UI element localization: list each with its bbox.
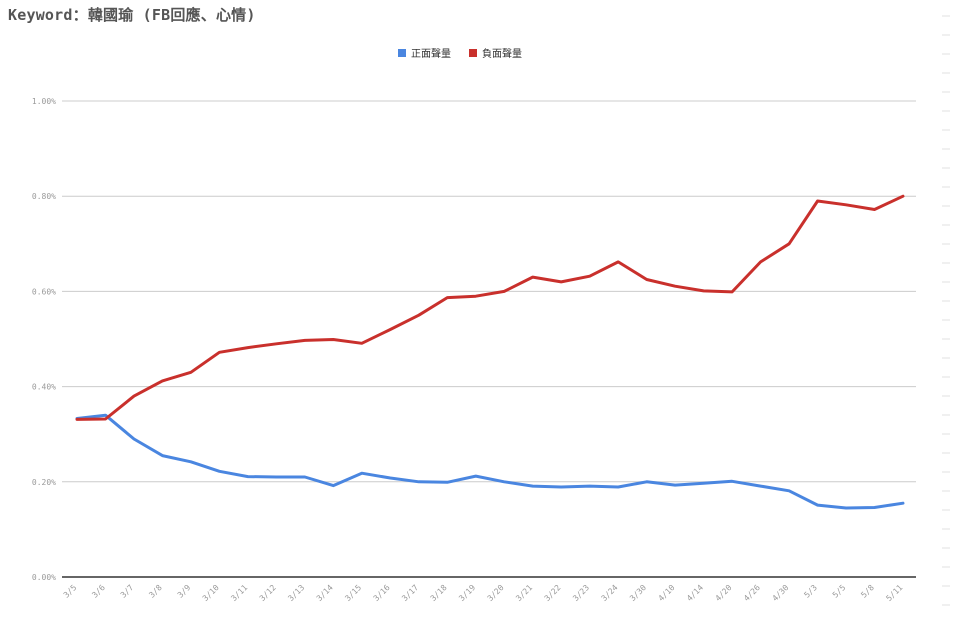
y-tick-label: 0.20% bbox=[32, 478, 56, 487]
right-margin-ticks bbox=[942, 15, 950, 606]
x-tick-label: 3/30 bbox=[628, 583, 648, 603]
x-tick-label: 3/5 bbox=[62, 583, 79, 600]
legend-swatch-1 bbox=[398, 49, 406, 57]
y-tick-label: 0.80% bbox=[32, 192, 56, 201]
x-tick-label: 3/23 bbox=[571, 583, 591, 603]
x-tick-label: 3/11 bbox=[229, 583, 249, 603]
x-tick-label: 3/8 bbox=[147, 583, 164, 600]
series-lines bbox=[75, 194, 905, 510]
x-tick-label: 5/11 bbox=[884, 583, 904, 603]
x-tick-label: 5/3 bbox=[802, 583, 819, 600]
x-tick-label: 3/7 bbox=[119, 583, 136, 600]
x-tick-label: 3/9 bbox=[176, 583, 193, 600]
x-tick-label: 3/12 bbox=[258, 583, 278, 603]
x-tick-label: 4/26 bbox=[742, 583, 762, 603]
page-title: Keyword：韓國瑜 (FB回應、心情) bbox=[8, 6, 256, 24]
x-tick-label: 3/16 bbox=[372, 583, 392, 603]
x-tick-label: 3/10 bbox=[201, 583, 221, 603]
x-tick-label: 3/22 bbox=[543, 583, 563, 603]
x-tick-label: 3/18 bbox=[429, 583, 449, 603]
x-tick-label: 3/6 bbox=[90, 583, 107, 600]
x-tick-label: 3/17 bbox=[400, 583, 420, 603]
x-tick-label: 5/5 bbox=[831, 583, 848, 600]
x-tick-label: 4/14 bbox=[685, 583, 705, 603]
y-tick-label: 0.00% bbox=[32, 573, 56, 582]
legend-label-2: 負面聲量 bbox=[482, 47, 522, 60]
x-axis-tick-labels: 3/5 3/6 3/7 3/8 3/9 3/10 3/11 3/12 3/13 3/14 3/15 3… bbox=[62, 583, 905, 603]
legend-swatch-2 bbox=[469, 49, 477, 57]
x-tick-label: 3/19 bbox=[457, 583, 477, 603]
y-tick-label: 1.00% bbox=[32, 97, 56, 106]
x-tick-label: 3/24 bbox=[600, 583, 620, 603]
legend: 正面聲量 負面聲量 bbox=[398, 47, 522, 60]
y-tick-label: 0.40% bbox=[32, 383, 56, 392]
x-tick-label: 4/10 bbox=[657, 583, 677, 603]
series-line-2 bbox=[75, 194, 905, 421]
series-line-1 bbox=[75, 413, 905, 510]
y-tick-label: 0.60% bbox=[32, 287, 56, 296]
x-tick-label: 4/20 bbox=[714, 583, 734, 603]
x-tick-label: 3/14 bbox=[315, 583, 335, 603]
x-tick-label: 3/15 bbox=[343, 583, 363, 603]
gridlines bbox=[62, 100, 916, 578]
legend-label-1: 正面聲量 bbox=[411, 47, 451, 60]
y-axis-tick-labels: 0.00% 0.20% 0.40% 0.60% 0.80% 1.00% bbox=[32, 97, 56, 582]
x-tick-label: 3/13 bbox=[286, 583, 306, 603]
x-tick-label: 4/30 bbox=[770, 583, 790, 603]
x-tick-label: 3/20 bbox=[486, 583, 506, 603]
x-tick-label: 3/21 bbox=[514, 583, 534, 603]
x-tick-label: 5/8 bbox=[859, 583, 876, 600]
